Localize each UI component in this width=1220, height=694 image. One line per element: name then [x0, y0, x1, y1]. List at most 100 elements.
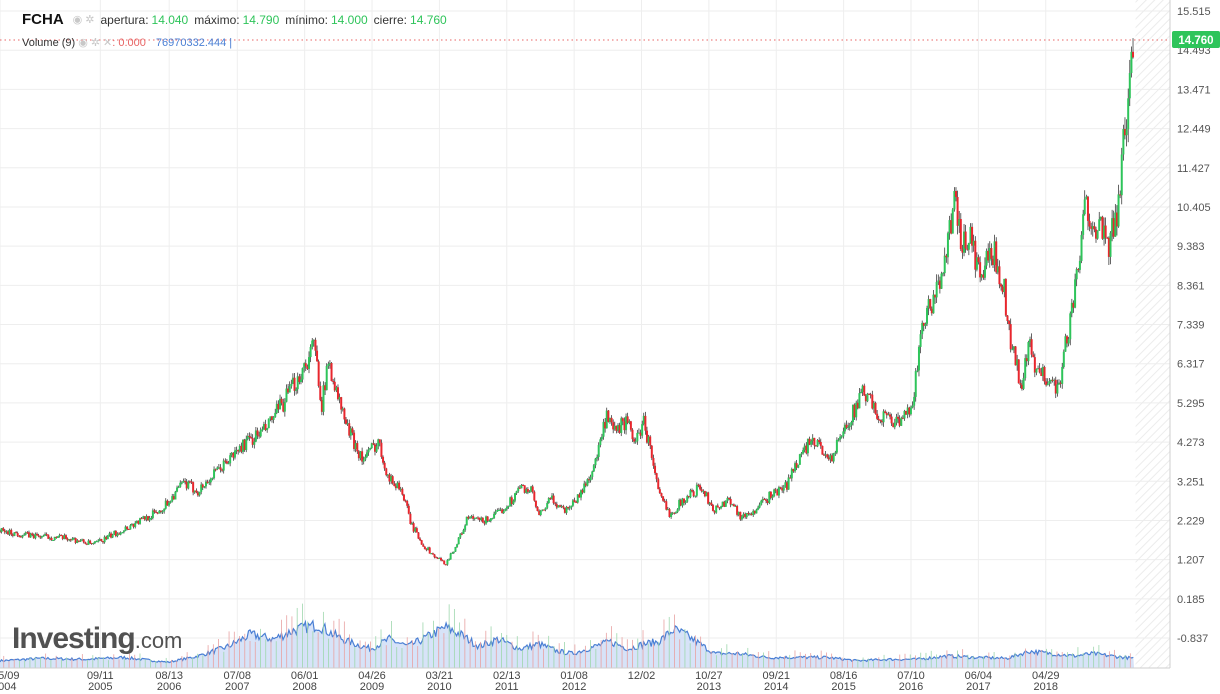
x-tick-date: 04/29	[1032, 670, 1060, 682]
candle	[774, 487, 777, 494]
candle	[929, 298, 932, 311]
candle	[361, 447, 364, 465]
candle-body	[900, 417, 903, 426]
candle	[219, 464, 222, 473]
candle-body	[50, 537, 53, 541]
candle-body	[736, 506, 739, 515]
candle-body	[285, 388, 288, 402]
candle-body	[670, 513, 673, 517]
candle	[591, 470, 594, 480]
candle-body	[1054, 379, 1057, 394]
candle	[126, 526, 129, 531]
candle	[185, 478, 188, 491]
candle	[1070, 298, 1073, 318]
candle	[412, 521, 415, 533]
candle	[68, 539, 71, 542]
candle	[971, 223, 974, 253]
candle-body	[554, 503, 557, 505]
candle-body	[995, 241, 998, 273]
candle	[879, 419, 882, 424]
candle	[108, 531, 111, 537]
candle	[1001, 284, 1004, 295]
candle	[829, 453, 832, 463]
candle	[10, 528, 13, 537]
candle	[158, 510, 161, 514]
candle	[119, 531, 122, 536]
candle-body	[52, 540, 55, 542]
candle-body	[1032, 354, 1035, 358]
settings-icon[interactable]: ✲	[85, 14, 95, 26]
candle-body	[472, 516, 475, 519]
candle	[1104, 217, 1107, 244]
candle-body	[850, 422, 853, 426]
candle	[1128, 59, 1131, 107]
candle	[850, 420, 853, 430]
candle-body	[771, 496, 774, 498]
candle-body	[615, 425, 618, 431]
candle-body	[956, 196, 959, 226]
candle-body	[37, 535, 40, 537]
candle	[443, 560, 446, 565]
candle	[831, 453, 834, 462]
candle	[291, 373, 294, 385]
candle	[3, 529, 6, 535]
candle	[745, 512, 748, 519]
candle	[512, 499, 515, 505]
candle-body	[1000, 284, 1003, 287]
candle-body	[563, 507, 566, 513]
candle	[652, 454, 655, 469]
candle-body	[884, 411, 887, 414]
candle-body	[702, 491, 705, 493]
candle	[330, 362, 333, 382]
candle	[21, 534, 24, 539]
candle-body	[792, 469, 795, 472]
candle-body	[866, 393, 869, 402]
settings-icon[interactable]: ✲	[90, 37, 101, 49]
candle-body	[782, 487, 785, 491]
candle-body	[586, 479, 589, 486]
candle-body	[549, 498, 552, 500]
candle	[166, 499, 169, 506]
candle-body	[290, 383, 293, 387]
candle-body	[1057, 382, 1060, 385]
candle	[277, 400, 280, 414]
candle-body	[805, 445, 808, 454]
close-icon[interactable]: ✕	[103, 37, 113, 49]
eye-icon[interactable]: ◉	[72, 14, 83, 26]
candle	[967, 242, 970, 256]
candle-body	[87, 540, 90, 545]
candle-body	[81, 539, 84, 541]
candle	[975, 252, 978, 272]
candle	[998, 260, 1001, 289]
candle-body	[1107, 237, 1110, 257]
candle	[240, 442, 243, 454]
candle-body	[874, 402, 877, 414]
candle-body	[378, 439, 381, 443]
candle-body	[560, 506, 563, 508]
candle	[193, 490, 196, 494]
candle	[192, 481, 195, 496]
candle-body	[1024, 358, 1027, 379]
candle-body	[911, 405, 914, 408]
candle	[130, 523, 133, 526]
candle	[319, 381, 322, 402]
candle-body	[987, 250, 990, 261]
candle	[917, 345, 920, 377]
eye-icon[interactable]: ◉	[78, 37, 88, 49]
candle-body	[697, 484, 700, 486]
candle-body	[16, 533, 19, 537]
candle	[309, 344, 312, 363]
candle-body	[427, 547, 430, 551]
candle-body	[795, 463, 798, 468]
candle-body	[777, 487, 780, 496]
candle-body	[256, 430, 259, 436]
candle	[63, 533, 66, 540]
candle	[631, 428, 634, 443]
candle-body	[729, 498, 732, 505]
candle	[362, 456, 365, 465]
candle	[691, 488, 694, 493]
x-tick-year: 2017	[966, 681, 990, 693]
candle	[963, 223, 966, 257]
candle-body	[489, 518, 492, 521]
